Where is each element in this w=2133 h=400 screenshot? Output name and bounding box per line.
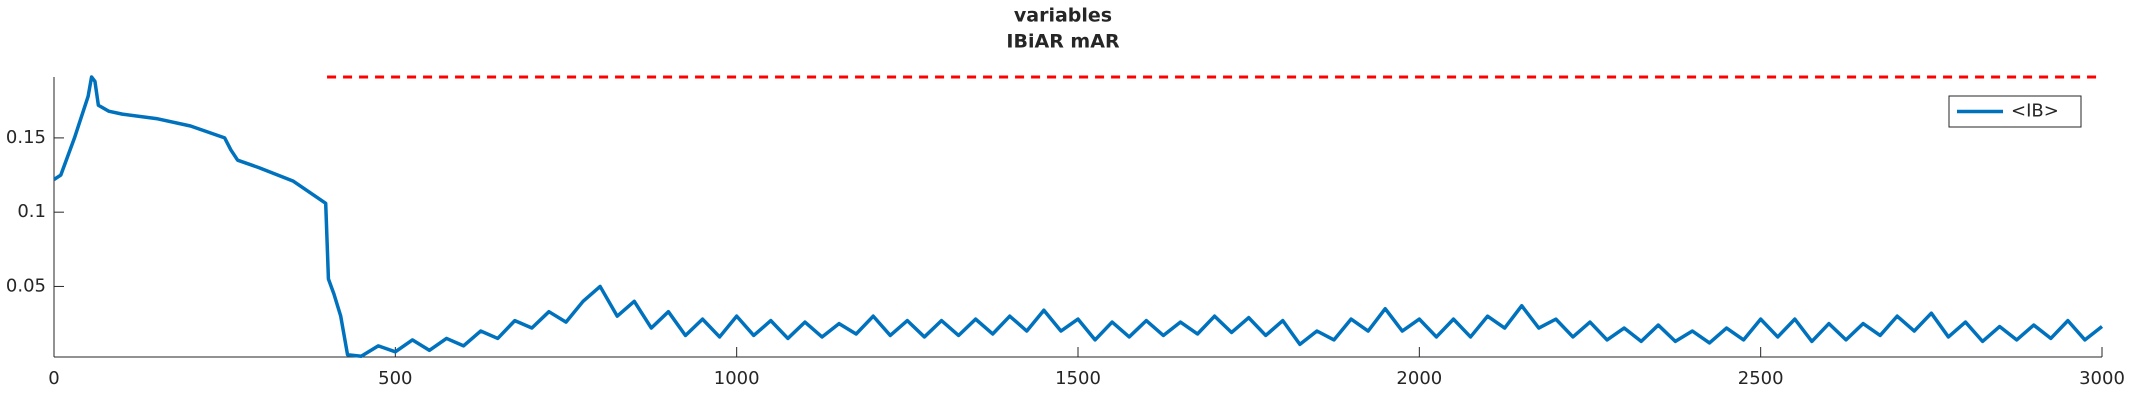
x-tick-label: 3000 [2079, 368, 2125, 389]
legend-label: <IB> [2011, 101, 2059, 122]
x-tick-label: 500 [378, 368, 412, 389]
x-tick-label: 2000 [1396, 368, 1442, 389]
chart-subtitle: IBiAR mAR [1006, 31, 1120, 53]
y-tick-label: 0.05 [6, 275, 46, 296]
data-line [53, 75, 2104, 359]
x-tick-label: 0 [48, 368, 59, 389]
x-tick-label: 1000 [714, 368, 760, 389]
x-tick-label: 1500 [1055, 368, 1101, 389]
x-tick-label: 2500 [1738, 368, 1784, 389]
y-tick-label: 0.15 [6, 127, 46, 148]
y-tick-label: 0.1 [17, 201, 46, 222]
chart-title: variables [1014, 5, 1112, 27]
